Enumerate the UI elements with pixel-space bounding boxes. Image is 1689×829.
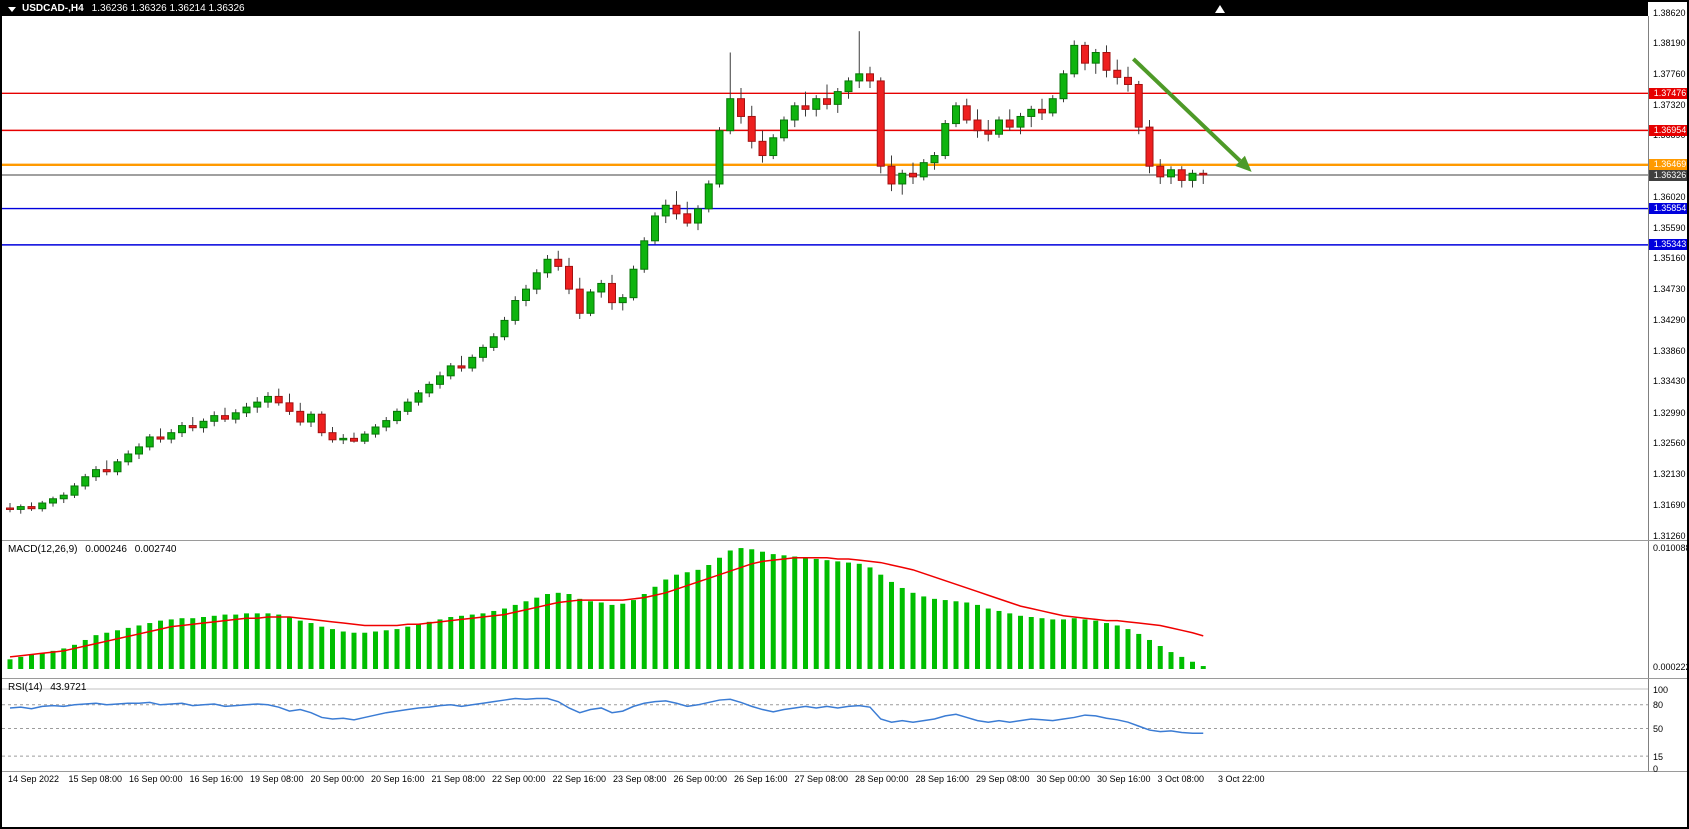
price-tick-label: 1.32990 <box>1653 407 1686 418</box>
axis-separator-line <box>1648 16 1649 771</box>
macd-name: MACD(12,26,9) <box>8 544 78 555</box>
time-axis-label: 28 Sep 16:00 <box>915 774 970 784</box>
time-axis[interactable]: 14 Sep 2022 15 Sep 08:00 16 Sep 00:00 16 Se… <box>2 774 1648 788</box>
price-tick-label: 1.34290 <box>1653 315 1686 326</box>
time-axis-label: 30 Sep 00:00 <box>1036 774 1091 784</box>
time-axis-label: 26 Sep 00:00 <box>673 774 728 784</box>
price-tick-label: 1.38620 <box>1653 7 1686 18</box>
time-axis-label: 29 Sep 08:00 <box>976 774 1030 784</box>
time-axis-label: 16 Sep 16:00 <box>189 774 244 784</box>
level-price-badge: 1.37476 <box>1649 87 1687 99</box>
price-tick-label: 1.32130 <box>1653 468 1686 479</box>
rsi-axis-label: 100 <box>1653 684 1669 695</box>
price-tick-label: 1.31260 <box>1653 530 1686 541</box>
current-price-badge: 1.36326 <box>1649 169 1687 181</box>
price-tick-label: 1.32560 <box>1653 438 1686 449</box>
level-price-badge: 1.35854 <box>1649 203 1687 215</box>
rsi-axis-label: 0 <box>1653 763 1659 774</box>
rsi-line <box>9 697 1204 735</box>
price-tick-label: 1.37760 <box>1653 68 1686 79</box>
macd-label: MACD(12,26,9) 0.000246 0.002740 <box>8 544 181 555</box>
time-axis-label: 30 Sep 16:00 <box>1097 774 1151 784</box>
rsi-axis-label: 15 <box>1653 751 1664 762</box>
level-price-badge: 1.36469 <box>1649 159 1687 171</box>
macd-histogram <box>7 548 1206 669</box>
panel-separator[interactable] <box>2 540 1687 541</box>
time-axis-label: 15 Sep 08:00 <box>68 774 123 784</box>
time-axis-label: 23 Sep 08:00 <box>613 774 667 784</box>
time-axis-label: 26 Sep 16:00 <box>734 774 788 784</box>
macd-signal-value: 0.002740 <box>134 544 177 555</box>
panel-separator[interactable] <box>2 771 1687 772</box>
price-tick-label: 1.38190 <box>1653 38 1686 49</box>
time-axis-label: 14 Sep 2022 <box>8 774 60 784</box>
price-tick-label: 1.33430 <box>1653 376 1686 387</box>
price-tick-label: 1.35160 <box>1653 253 1686 264</box>
time-axis-label: 16 Sep 00:00 <box>129 774 183 784</box>
time-axis-label: 22 Sep 00:00 <box>492 774 546 784</box>
symbol-timeframe-label: USDCAD-,H4 <box>22 3 84 14</box>
rsi-panel-chart[interactable] <box>2 679 1648 771</box>
time-axis-label: 19 Sep 08:00 <box>250 774 304 784</box>
time-axis-label: 22 Sep 16:00 <box>552 774 607 784</box>
macd-signal-line <box>9 556 1204 658</box>
price-tick-label: 1.34730 <box>1653 283 1686 294</box>
macd-panel-chart[interactable] <box>2 541 1648 678</box>
chart-title-bar: USDCAD-,H4 1.36236 1.36326 1.36214 1.363… <box>2 2 1648 16</box>
panel-separator[interactable] <box>2 678 1687 679</box>
trend-arrow[interactable] <box>1131 57 1252 172</box>
time-axis-label: 21 Sep 08:00 <box>431 774 486 784</box>
rsi-axis-label: 50 <box>1653 724 1664 734</box>
time-axis-label: 28 Sep 00:00 <box>855 774 909 784</box>
candles-layer <box>6 31 1208 514</box>
time-axis-label: 3 Oct 08:00 <box>1157 774 1205 784</box>
rsi-axis-label: 80 <box>1653 700 1664 711</box>
price-tick-label: 1.33860 <box>1653 345 1686 356</box>
price-tick-label: 1.31690 <box>1653 499 1686 510</box>
rsi-label: RSI(14) 43.9721 <box>8 682 91 693</box>
macd-axis-label: 0.010088 <box>1653 542 1689 553</box>
price-tick-label: 1.37320 <box>1653 99 1686 110</box>
level-price-badge: 1.36954 <box>1649 124 1687 136</box>
time-axis-label: 20 Sep 00:00 <box>310 774 365 784</box>
time-axis-label: 20 Sep 16:00 <box>371 774 425 784</box>
macd-main-value: 0.000246 <box>85 544 127 555</box>
symbol-dropdown-icon[interactable] <box>8 6 16 12</box>
level-price-badge: 1.35343 <box>1649 239 1687 251</box>
time-axis-label: 3 Oct 22:00 <box>1218 774 1265 784</box>
price-chart[interactable] <box>2 16 1648 540</box>
rsi-value: 43.9721 <box>50 682 87 693</box>
price-tick-label: 1.35590 <box>1653 222 1686 233</box>
time-axis-label: 27 Sep 08:00 <box>794 774 849 784</box>
rsi-name: RSI(14) <box>8 682 43 693</box>
horizontal-level-lines <box>2 92 1648 246</box>
macd-axis-label: 0.000222 <box>1653 661 1689 672</box>
ohlc-readout: 1.36236 1.36326 1.36214 1.36326 <box>91 3 245 14</box>
price-tick-label: 1.36020 <box>1653 192 1686 203</box>
chart-shift-marker-icon <box>1215 5 1225 13</box>
